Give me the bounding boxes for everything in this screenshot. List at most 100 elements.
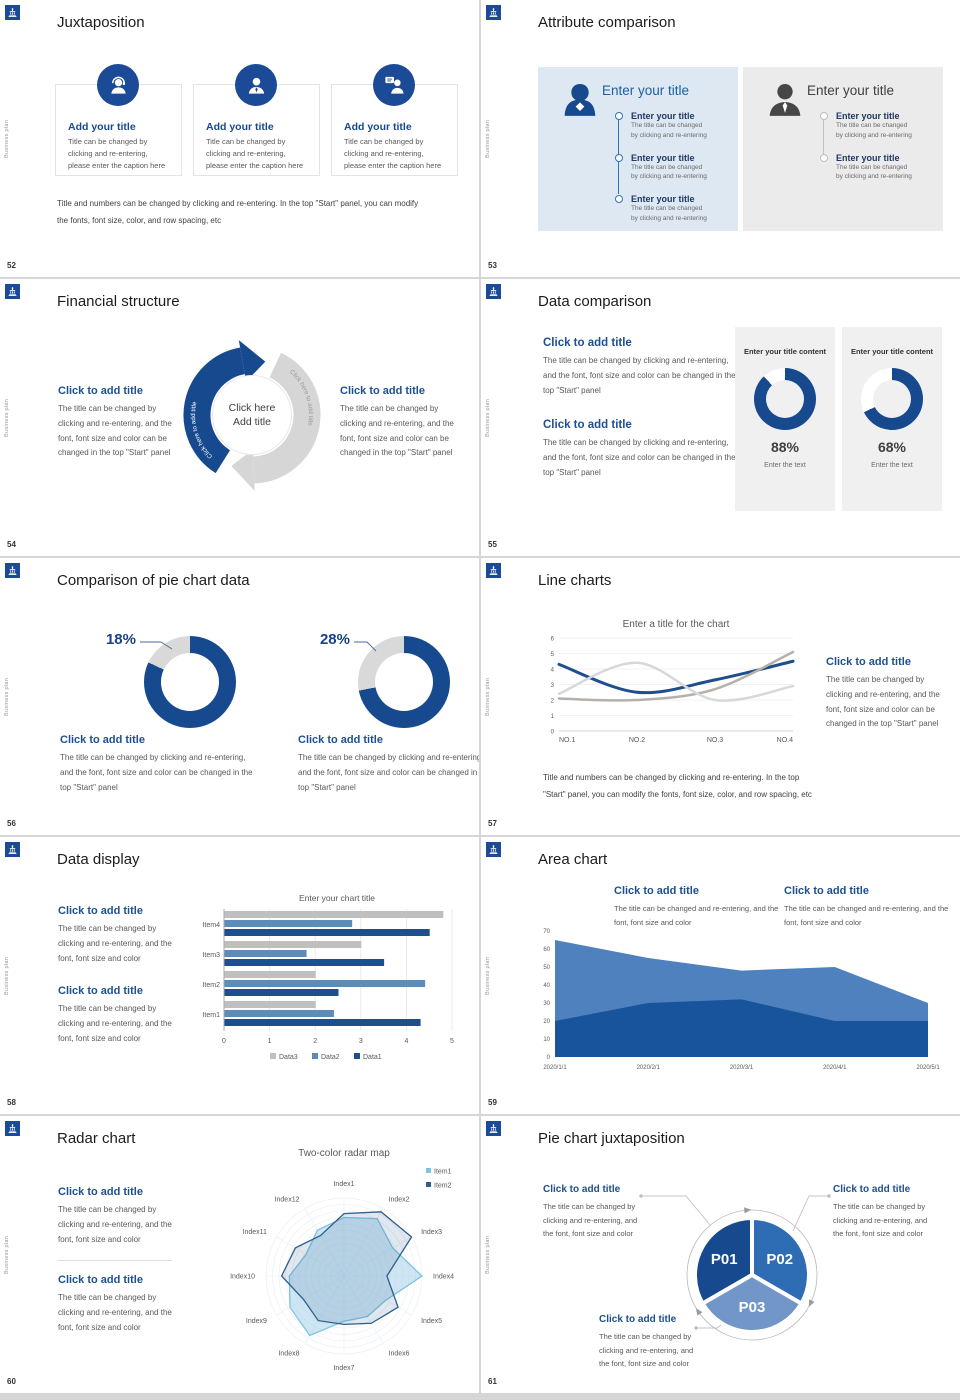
svg-text:60: 60 [543, 947, 550, 953]
slide-title: Juxtaposition [57, 14, 145, 31]
block-heading: Click to add title [599, 1314, 677, 1325]
slide-53[interactable]: Business plan Attribute comparison Enter… [481, 0, 960, 277]
item-title: Enter your title [631, 111, 695, 121]
slide-55[interactable]: Business plan Data comparison Click to a… [481, 279, 960, 556]
timeline: Enter your title The title can be change… [615, 111, 733, 236]
block-body: The title can be changed by clicking and… [543, 356, 736, 395]
slide-57[interactable]: Business plan Line charts 0 1 2 3 4 5 6 NO.1 NO.… [481, 558, 960, 835]
card-title: Add your title [68, 121, 136, 133]
item-title: Enter your title [836, 152, 900, 163]
slide-60[interactable]: Business plan Radar chart Click to add t… [0, 1116, 479, 1393]
area-series-lower [555, 999, 928, 1057]
donut-hole [375, 653, 433, 711]
slide-58[interactable]: Business plan Data display Click to add … [0, 837, 479, 1114]
card-caption: Enter the text [871, 462, 913, 469]
item-caption: The title can be changed [631, 163, 703, 171]
svg-text:Item1: Item1 [202, 1012, 220, 1019]
slide-title: Radar chart [57, 1130, 136, 1147]
text-block: Click to add title The title can be chan… [833, 1184, 933, 1241]
slide-61[interactable]: Business plan Pie chart juxtaposition P0… [481, 1116, 960, 1393]
card-title: Add your title [206, 121, 274, 133]
footnote-line: Title and numbers can be changed by clic… [543, 773, 800, 782]
radar-chart: Two-color radar map Index1 Index2 Index3 Ind… [230, 1148, 454, 1372]
svg-text:Index5: Index5 [421, 1318, 442, 1325]
slide-54[interactable]: Business plan Financial structure Click … [0, 279, 479, 556]
stat-card[interactable]: Enter your title content 68% Enter the t… [842, 327, 942, 511]
block-body: The title can be changed by clicking and… [60, 753, 253, 792]
svg-text:P01: P01 [711, 1251, 738, 1268]
timeline-line [823, 116, 824, 155]
svg-text:6: 6 [551, 636, 555, 642]
timeline-item: Enter your title The title can be change… [615, 111, 733, 141]
slide-number: 61 [488, 1377, 497, 1386]
svg-text:4: 4 [404, 1038, 408, 1045]
line-series-tan-gray [557, 650, 795, 702]
svg-text:Index3: Index3 [421, 1229, 442, 1236]
percent-value: 88% [770, 439, 800, 455]
svg-text:1: 1 [551, 714, 555, 720]
slide-number: 53 [488, 261, 497, 270]
slide-56[interactable]: Business plan Comparison of pie chart da… [0, 558, 479, 835]
slide-59[interactable]: Business plan Area chart Click to add ti… [481, 837, 960, 1114]
svg-text:10: 10 [543, 1037, 550, 1043]
slice-label: 28% [319, 631, 350, 648]
svg-text:Index4: Index4 [433, 1274, 454, 1281]
comparison-panel-right[interactable]: Enter your title Enter your title The ti… [743, 67, 943, 231]
timeline-item: Enter your title The title can be change… [820, 153, 938, 183]
svg-text:3: 3 [359, 1038, 363, 1045]
line-chart: 0 1 2 3 4 5 6 NO.1 NO.2 NO.3 NO.4 Enter a title for… [551, 619, 795, 744]
bar-data2 [224, 980, 426, 987]
item-title: Enter your title [836, 111, 900, 121]
panel-heading: Enter your title [602, 83, 690, 98]
vertical-label: Business plan [4, 398, 10, 437]
card-title: Enter your title content [743, 347, 827, 356]
slide-number: 55 [488, 540, 497, 549]
university-logo-icon [486, 563, 501, 578]
svg-text:Index8: Index8 [278, 1351, 299, 1358]
footnote-line: "Start" panel, you can modify the fonts,… [543, 789, 812, 799]
footnote: Title and numbers can be changed by clic… [57, 196, 432, 230]
block-heading: Click to add title [58, 1274, 143, 1286]
item-caption: The title can be changed [836, 122, 908, 129]
svg-text:Item1: Item1 [434, 1169, 452, 1176]
svg-text:Enter your chart title: Enter your chart title [299, 893, 375, 903]
slide-title: Line charts [538, 572, 612, 589]
comparison-panel-left[interactable]: Enter your title Enter your title The ti… [538, 67, 738, 231]
donut-hole [161, 653, 219, 711]
text-block: Click to add title The title can be chan… [614, 885, 782, 930]
slide-title: Area chart [538, 851, 608, 868]
male-user-icon [769, 84, 801, 116]
svg-text:Enter a title for the chart: Enter a title for the chart [623, 619, 730, 630]
slide-number: 59 [488, 1098, 497, 1107]
slice-label: 18% [105, 631, 136, 648]
vertical-label: Business plan [4, 119, 10, 158]
svg-text:Item2: Item2 [202, 982, 220, 989]
slide-number: 60 [7, 1377, 16, 1386]
block-body: The title can be changed by clicking and… [58, 1205, 172, 1244]
block-body: The title can be changed by clicking and… [833, 1202, 928, 1238]
footnote-line: Title and numbers can be changed by clic… [57, 199, 419, 208]
svg-text:NO.3: NO.3 [707, 737, 723, 744]
card-caption: Title can be changed by clicking and re-… [344, 137, 442, 170]
card-row: Add your title Title can be changed by c… [55, 64, 458, 176]
timeline-dot [820, 112, 828, 120]
info-card[interactable]: Add your title Title can be changed by c… [193, 64, 320, 176]
vertical-label: Business plan [485, 1235, 491, 1274]
info-card[interactable]: Add your title Title can be changed by c… [331, 64, 458, 176]
radar-series-Item1 [288, 1216, 424, 1337]
stat-card[interactable]: Enter your title content 88% Enter the t… [735, 327, 835, 511]
donut-chart [754, 368, 816, 430]
item-caption: by clicking and re-entering [836, 173, 912, 181]
svg-text:Index6: Index6 [389, 1351, 410, 1358]
svg-text:Item2: Item2 [434, 1183, 452, 1190]
info-card[interactable]: Add your title Title can be changed by c… [55, 64, 182, 176]
svg-text:3: 3 [551, 683, 555, 689]
svg-text:Index1: Index1 [333, 1181, 354, 1188]
block-heading: Click to add title [614, 885, 699, 897]
slide-52[interactable]: Business plan Juxtaposition Add your tit… [0, 0, 479, 277]
block-body: The title can be changed and re-entering… [784, 904, 949, 927]
support-agent-icon [97, 64, 139, 106]
text-block: Click to add title The title can be chan… [58, 1274, 182, 1335]
svg-text:40: 40 [543, 983, 550, 989]
block-heading: Click to add title [543, 1184, 621, 1195]
